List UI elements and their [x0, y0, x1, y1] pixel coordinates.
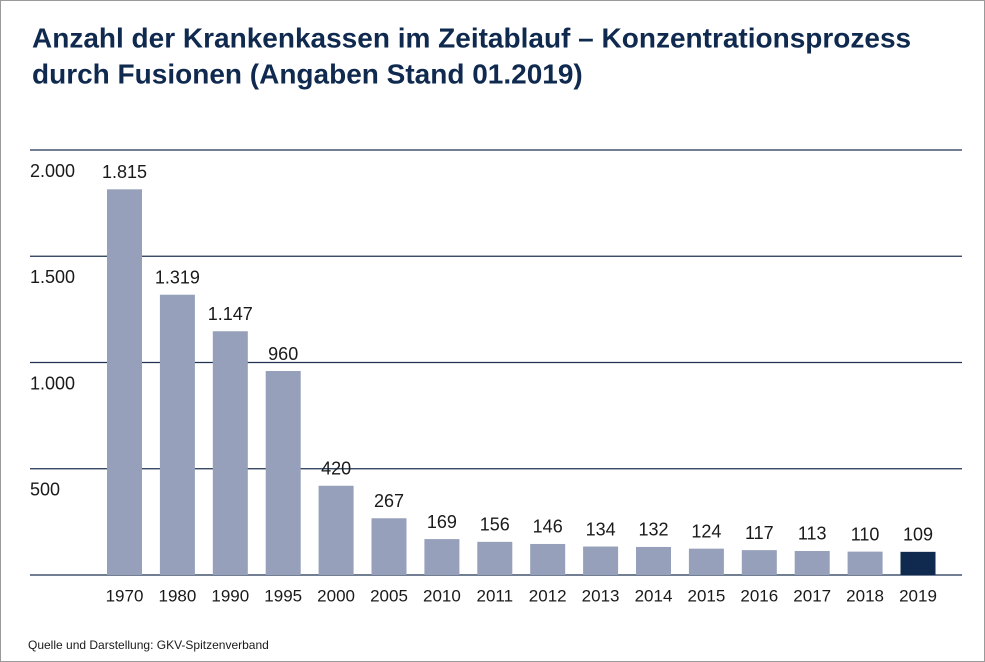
value-label: 156 [480, 515, 510, 535]
bar [900, 551, 936, 575]
value-label: 960 [268, 344, 298, 364]
value-label: 109 [903, 525, 933, 545]
chart-title: Anzahl der Krankenkassen im Zeitablauf –… [32, 22, 911, 53]
x-tick-label: 2017 [793, 586, 831, 605]
value-label: 134 [586, 519, 616, 539]
value-label: 267 [374, 491, 404, 511]
bar [477, 541, 513, 575]
bar [741, 550, 777, 575]
source: Quelle und Darstellung: GKV-Spitzenverba… [28, 638, 269, 652]
y-tick-label: 2.000 [30, 161, 75, 181]
y-tick-label: 500 [30, 480, 60, 500]
value-label: 132 [638, 520, 668, 540]
bar [212, 331, 248, 575]
x-tick-label: 2010 [423, 586, 461, 605]
x-tick-label: 2013 [582, 586, 620, 605]
bar [688, 548, 724, 575]
x-tick-label: 1995 [264, 586, 302, 605]
chart-title: durch Fusionen (Angaben Stand 01.2019) [32, 58, 583, 89]
value-label: 1.815 [102, 162, 147, 182]
bar [371, 518, 407, 575]
bar [159, 294, 195, 575]
x-tick-label: 1980 [158, 586, 196, 605]
value-label: 113 [798, 524, 827, 544]
bar [847, 551, 883, 575]
y-tick-label: 1.000 [30, 373, 75, 393]
x-tick-label: 2000 [317, 586, 355, 605]
y-tick-label: 1.500 [30, 267, 75, 287]
value-label: 110 [851, 524, 880, 544]
x-tick-label: 2019 [899, 586, 937, 605]
bar [530, 543, 566, 575]
value-label: 146 [533, 517, 563, 537]
bar [265, 371, 301, 575]
value-label: 420 [321, 459, 351, 479]
x-tick-label: 2005 [370, 586, 408, 605]
value-label: 117 [745, 523, 774, 543]
bar [636, 546, 671, 575]
x-tick-label: 2015 [687, 586, 725, 605]
x-tick-label: 2018 [846, 586, 884, 605]
bar [583, 546, 619, 575]
value-label: 124 [691, 521, 721, 541]
x-tick-label: 1970 [106, 586, 144, 605]
value-label: 1.319 [155, 267, 200, 287]
x-tick-label: 2012 [529, 586, 567, 605]
bar [794, 550, 830, 575]
bar [424, 539, 460, 575]
value-label: 1.147 [208, 304, 253, 324]
x-tick-label: 2014 [635, 586, 673, 605]
bar [318, 485, 354, 575]
x-tick-label: 2016 [740, 586, 778, 605]
x-tick-label: 2011 [477, 586, 514, 605]
bar [107, 189, 142, 575]
value-label: 169 [427, 512, 457, 532]
x-tick-label: 1990 [211, 586, 249, 605]
